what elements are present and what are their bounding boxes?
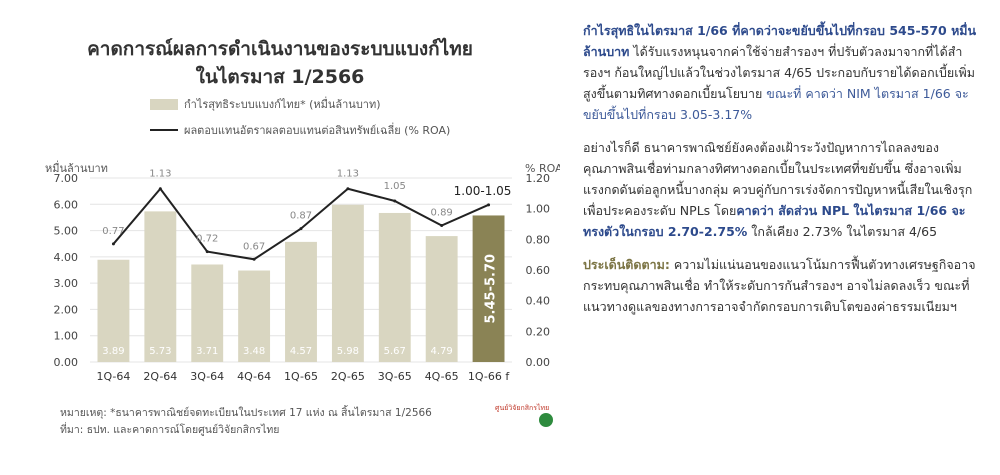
chart-source: ที่มา: ธปท. และคาดการณ์โดยศูนย์วิจัยกสิก… xyxy=(60,424,280,436)
bar-value-label: 3.89 xyxy=(102,346,124,357)
right-tick-label: 0.60 xyxy=(526,264,551,277)
right-tick-label: 1.20 xyxy=(526,172,551,185)
roa-point xyxy=(393,199,397,203)
bar-3Q-65 xyxy=(378,212,411,362)
left-tick-label: 7.00 xyxy=(54,172,79,185)
legend-bar-swatch xyxy=(150,98,178,110)
x-tick-label: 2Q-65 xyxy=(331,370,365,383)
bar-value-label: 3.71 xyxy=(196,346,218,357)
right-tick-label: 0.00 xyxy=(526,356,551,369)
left-tick-label: 0.00 xyxy=(54,356,79,369)
bar-2Q-64 xyxy=(144,211,177,362)
legend-line-label: ผลตอบแทนอัตราผลตอบแทนต่อสินทรัพย์เฉลี่ย … xyxy=(184,124,451,137)
chart-title-line2: ในไตรมาส 1/2566 xyxy=(195,66,365,88)
right-tick-label: 1.00 xyxy=(526,203,551,216)
roa-value-label: 0.77 xyxy=(102,226,124,237)
x-tick-label: 3Q-65 xyxy=(378,370,412,383)
roa-value-label: 0.87 xyxy=(290,211,312,222)
left-tick-label: 1.00 xyxy=(54,330,79,343)
profit-text: ได้รับแรงหนุนจากค่าใช้จ่ายสำรองฯ ที่ปรับ… xyxy=(583,44,975,101)
right-tick-label: 0.40 xyxy=(526,295,551,308)
right-tick-label: 0.80 xyxy=(526,233,551,246)
bar-2Q-65 xyxy=(331,204,364,362)
left-tick-label: 3.00 xyxy=(54,277,79,290)
right-axis-title: % ROA xyxy=(525,162,560,175)
chart-note: หมายเหตุ: *ธนาคารพาณิชย์จดทะเบียนในประเท… xyxy=(60,407,432,419)
roa-point xyxy=(487,203,491,207)
bar-value-label: 4.79 xyxy=(431,346,453,357)
legend-line: ผลตอบแทนอัตราผลตอบแทนต่อสินทรัพย์เฉลี่ย … xyxy=(150,121,450,139)
roa-value-label: 1.05 xyxy=(384,181,406,192)
commentary-paragraph-3: ประเด็นติดตาม: ความไม่แน่นอนของแนวโน้มกา… xyxy=(583,254,978,317)
roa-value-label: 1.13 xyxy=(149,169,171,180)
chart-panel: คาดการณ์ผลการดำเนินงานของระบบแบงก์ไทย ใน… xyxy=(45,38,560,436)
watch-heading: ประเด็นติดตาม: xyxy=(583,257,670,272)
roa-value-label: 1.13 xyxy=(337,169,359,180)
watch-text: ความไม่แน่นอนของแนวโน้มการฟื้นตัวทางเศรษ… xyxy=(583,257,976,314)
combo-chart: หมื่นล้านบาท % ROA 0.00 1.00 2.00 3.00 4.00 5.0… xyxy=(45,160,560,383)
bar-4Q-65 xyxy=(425,236,458,362)
right-tick-label: 0.20 xyxy=(526,325,551,338)
bar-3Q-64 xyxy=(191,264,224,362)
logo-text: ศูนย์วิจัยกสิกรไทย xyxy=(495,404,550,412)
legend-line-swatch xyxy=(150,129,178,131)
roa-point xyxy=(440,224,444,228)
legend-bar: กำไรสุทธิระบบแบงก์ไทย* (หมื่นล้านบาท) xyxy=(150,95,381,113)
left-tick-label: 6.00 xyxy=(54,198,79,211)
x-tick-label: 4Q-64 xyxy=(237,370,271,383)
x-tick-label: 4Q-65 xyxy=(425,370,459,383)
chart-title-line1: คาดการณ์ผลการดำเนินงานของระบบแบงก์ไทย xyxy=(87,38,473,60)
bar-1Q-65 xyxy=(285,241,317,362)
left-axis-title: หมื่นล้านบาท xyxy=(45,160,108,175)
logo-mark-icon xyxy=(539,413,553,427)
roa-value-label: 0.67 xyxy=(243,241,265,252)
bar-4Q-64 xyxy=(238,270,271,362)
roa-value-label: 0.89 xyxy=(431,208,453,219)
x-tick-label: 1Q-65 xyxy=(284,370,318,383)
bar-1Q-64 xyxy=(97,259,130,362)
bar-value-label: 5.73 xyxy=(149,346,171,357)
commentary-panel: กำไรสุทธิในไตรมาส 1/66 ที่คาดว่าจะขยับขึ… xyxy=(583,20,978,329)
bar-value-label: 5.45-5.70 xyxy=(484,254,499,324)
roa-point xyxy=(346,187,350,191)
roa-value-label: 0.72 xyxy=(196,234,218,245)
roa-point xyxy=(158,187,162,191)
left-tick-label: 5.00 xyxy=(54,225,79,238)
profit-highlight: กำไรสุทธิในไตรมาส 1/66 ที่คาดว่าจะขยับขึ… xyxy=(583,23,977,59)
left-tick-label: 4.00 xyxy=(54,251,79,264)
nim-text: ขณะที่ คาดว่า NIM ไตรมาส 1/66 จะขยับขึ้น… xyxy=(583,86,969,122)
roa-point xyxy=(205,250,209,254)
bar-1Q-66 f xyxy=(472,215,505,362)
x-tick-label: 2Q-64 xyxy=(143,370,177,383)
npl-text: อย่างไรก็ดี ธนาคารพาณิชย์ยังคงต้องเฝ้าระ… xyxy=(583,140,973,218)
left-tick-label: 2.00 xyxy=(54,303,79,316)
x-tick-label: 1Q-66 f xyxy=(468,370,510,383)
roa-point xyxy=(299,227,303,231)
legend-bar-label: กำไรสุทธิระบบแบงก์ไทย* (หมื่นล้านบาท) xyxy=(184,98,381,111)
x-tick-label: 3Q-64 xyxy=(190,370,224,383)
bar-value-label: 3.48 xyxy=(243,346,265,357)
npl-highlight: คาดว่า สัดส่วน NPL ในไตรมาส 1/66 จะทรงตั… xyxy=(583,203,966,239)
npl-tail: ใกล้เคียง 2.73% ในไตรมาส 4/65 xyxy=(747,224,938,239)
roa-value-label: 1.00-1.05 xyxy=(454,184,512,198)
kasikorn-research-logo: ศูนย์วิจัยกสิกรไทย xyxy=(495,403,565,433)
roa-point xyxy=(252,257,256,261)
x-tick-label: 1Q-64 xyxy=(96,370,130,383)
commentary-paragraph-1: กำไรสุทธิในไตรมาส 1/66 ที่คาดว่าจะขยับขึ… xyxy=(583,20,978,125)
bar-value-label: 4.57 xyxy=(290,346,312,357)
bar-value-label: 5.67 xyxy=(384,346,406,357)
roa-point xyxy=(111,242,115,246)
bar-value-label: 5.98 xyxy=(337,346,359,357)
commentary-paragraph-2: อย่างไรก็ดี ธนาคารพาณิชย์ยังคงต้องเฝ้าระ… xyxy=(583,137,978,242)
